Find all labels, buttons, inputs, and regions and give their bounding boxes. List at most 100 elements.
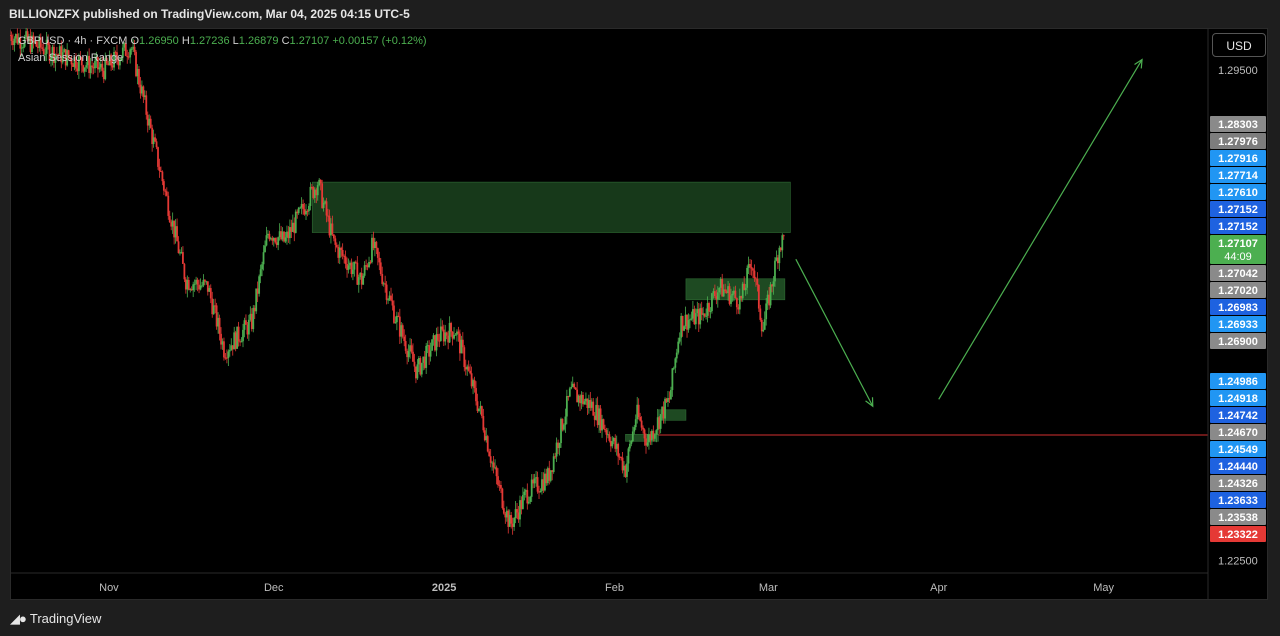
candle-369 [549, 470, 552, 483]
candle-83 [130, 46, 133, 55]
candle-32 [55, 46, 58, 60]
candle-96 [149, 115, 152, 129]
candle-97 [151, 124, 154, 152]
candle-414 [615, 435, 618, 456]
candle-61 [98, 61, 101, 73]
candle-173 [262, 245, 265, 271]
candle-78 [123, 42, 126, 52]
candle-101 [157, 146, 159, 170]
change-value: +0.00157 (+0.12%) [332, 35, 427, 47]
candle-237 [356, 256, 359, 285]
indicator-legend[interactable]: Asian Session Range [18, 52, 124, 64]
candle-291 [435, 327, 438, 357]
candle-57 [92, 62, 95, 75]
candle-436 [648, 427, 650, 450]
candle-429 [637, 398, 640, 420]
candle-323 [482, 408, 485, 433]
candle-13 [28, 33, 30, 44]
candle-431 [640, 416, 643, 431]
countdown-label: 44:09 [1224, 251, 1252, 263]
candle-27 [48, 42, 51, 64]
candle-211 [318, 178, 321, 187]
candle-372 [554, 452, 557, 459]
price-label-text-0: 1.28303 [1218, 119, 1258, 131]
candle-108 [167, 191, 170, 220]
candle-452 [671, 368, 674, 397]
candle-259 [388, 291, 391, 302]
candle-281 [420, 362, 423, 378]
price-chart[interactable]: 1.29500 1.22500 1.28303 1.27976 1.27916 1.277… [10, 28, 1268, 600]
candle-356 [530, 474, 533, 502]
candle-260 [390, 287, 392, 302]
candle-390 [580, 391, 583, 410]
arrow-layer [795, 58, 1143, 408]
price-label-18: 1.24440 [1210, 458, 1266, 474]
currency-button[interactable]: USD [1212, 33, 1266, 57]
candle-327 [488, 448, 491, 457]
candle-256 [384, 275, 387, 293]
tradingview-logo[interactable]: ◢● TradingView [10, 611, 101, 627]
close-label: C [281, 35, 290, 47]
candle-279 [417, 356, 420, 373]
candle-370 [551, 469, 554, 481]
candle-440 [653, 433, 656, 442]
candle-193 [291, 214, 294, 232]
candle-368 [548, 460, 551, 485]
candle-213 [321, 179, 324, 209]
candle-371 [552, 453, 555, 474]
candle-319 [476, 393, 479, 413]
candle-283 [423, 351, 426, 370]
candle-437 [649, 431, 652, 445]
candle-282 [422, 356, 425, 371]
candle-79 [124, 39, 127, 57]
low-label: L [232, 35, 239, 47]
candle-164 [249, 306, 252, 322]
x-tick-label-5: Apr [930, 582, 947, 594]
candle-510 [756, 272, 759, 292]
candle-308 [460, 335, 463, 354]
candle-498 [738, 288, 741, 315]
candle-466 [691, 300, 694, 322]
candle-84 [132, 38, 134, 53]
candle-10 [23, 34, 26, 49]
candle-274 [410, 338, 413, 354]
candle-355 [529, 495, 532, 505]
candle-518 [768, 287, 770, 310]
candle-95 [148, 114, 151, 130]
candle-468 [694, 308, 697, 330]
candle-94 [146, 111, 149, 133]
candle-29 [51, 44, 54, 66]
candle-318 [475, 381, 477, 406]
candle-332 [495, 465, 498, 485]
candle-307 [458, 329, 461, 361]
candle-35 [60, 40, 63, 69]
candle-522 [774, 257, 776, 287]
candle-509 [755, 276, 757, 287]
symbol-legend[interactable]: GBPUSD · 4h · FXCM O1.26950 H1.27236 L1.… [18, 35, 427, 47]
candle-263 [394, 316, 397, 324]
price-label-text-16: 1.24670 [1218, 427, 1258, 439]
candle-377 [561, 418, 564, 432]
price-label-text-10: 1.26983 [1218, 302, 1258, 314]
candle-394 [586, 398, 589, 416]
candle-511 [757, 284, 760, 312]
candle-502 [744, 284, 747, 296]
candle-483 [716, 286, 719, 308]
candle-439 [652, 425, 655, 442]
candle-403 [599, 404, 602, 434]
candle-234 [352, 261, 354, 281]
candle-31 [54, 53, 57, 72]
candle-418 [621, 451, 624, 474]
candle-457 [678, 332, 681, 344]
candle-114 [176, 218, 178, 242]
price-label-text-2: 1.27916 [1218, 153, 1258, 165]
candle-177 [268, 230, 271, 242]
candle-180 [272, 237, 275, 247]
candle-382 [568, 386, 571, 398]
candle-22 [41, 43, 44, 52]
candle-520 [771, 283, 773, 293]
price-label-text-13: 1.24986 [1218, 376, 1258, 388]
candle-472 [700, 301, 703, 321]
candle-313 [467, 360, 470, 372]
candle-218 [328, 209, 331, 238]
